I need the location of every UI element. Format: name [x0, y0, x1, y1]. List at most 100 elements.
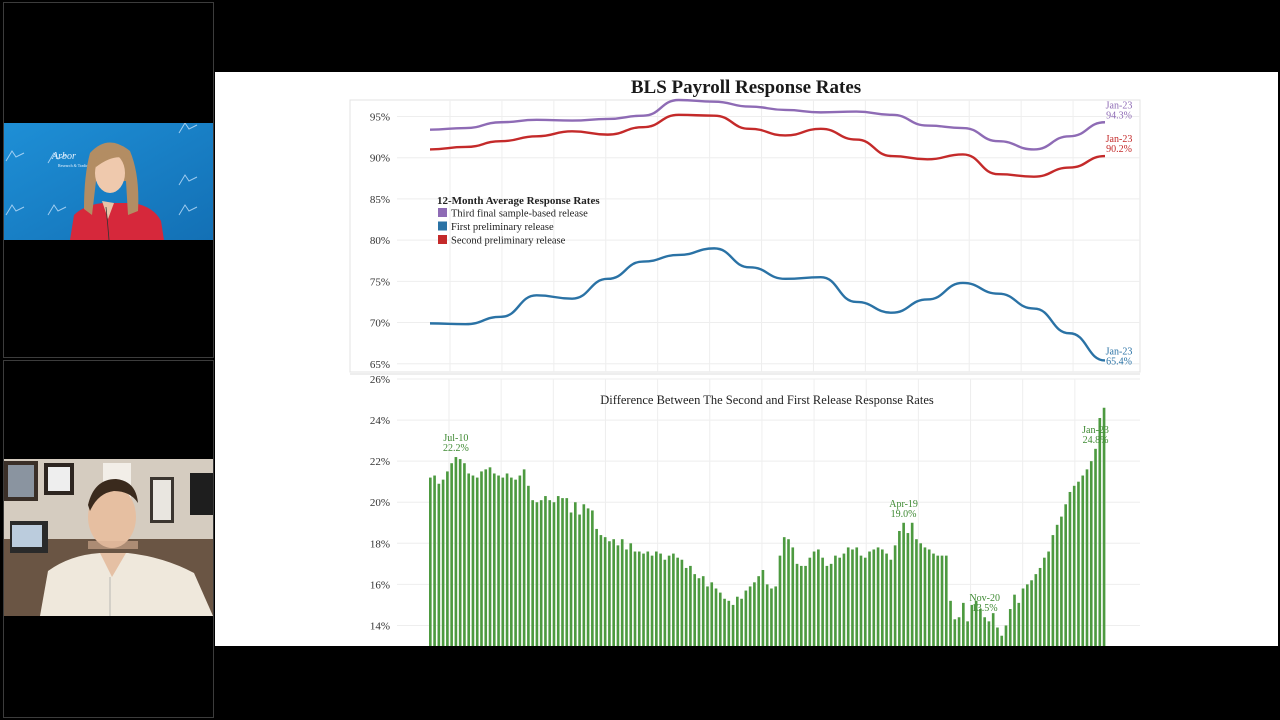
legend-entry: First preliminary release [451, 222, 554, 233]
participant-tile-1[interactable]: Arbor Research & Trading, LLC [3, 2, 214, 358]
bar-y-tick-label: 20% [370, 497, 390, 509]
bar [561, 498, 564, 646]
bar [863, 557, 867, 646]
bar [697, 578, 701, 646]
bar [893, 545, 897, 646]
bar [514, 479, 517, 646]
bar [484, 469, 488, 646]
bar [539, 500, 543, 646]
bar [932, 553, 935, 646]
bar [731, 604, 735, 646]
bar [501, 477, 505, 646]
bar [458, 459, 462, 646]
bar [872, 549, 876, 646]
line-y-tick-label: 80% [370, 235, 390, 247]
bar [693, 574, 697, 646]
bar [1021, 588, 1025, 646]
participant-tile-2[interactable] [3, 360, 214, 718]
line-y-tick-label: 65% [370, 359, 390, 371]
bar [1077, 481, 1080, 646]
bar [782, 537, 786, 646]
series-line-1 [429, 113, 1106, 178]
bar [518, 475, 522, 646]
bar [684, 567, 688, 646]
bar [1017, 602, 1021, 646]
bar [765, 584, 769, 646]
bar [510, 477, 513, 646]
line-y-tick-label: 75% [370, 276, 390, 288]
bar [718, 592, 722, 646]
bar [1085, 469, 1089, 646]
shared-slide: BLS Payroll Response Rates 95% 90% 85% 80% 7… [215, 72, 1278, 646]
series-end-value-label: 94.3% [1106, 110, 1132, 121]
bar [672, 553, 675, 646]
bar [689, 565, 692, 646]
bar [1025, 584, 1029, 646]
line-y-tick-label: 85% [370, 194, 390, 206]
bar [616, 545, 620, 646]
bar [595, 528, 598, 646]
bar [629, 543, 633, 646]
bar [855, 547, 859, 646]
bar [991, 613, 995, 646]
bar [748, 586, 752, 646]
bar [910, 522, 914, 646]
bar [825, 565, 829, 646]
bar [1030, 580, 1033, 646]
bar [650, 555, 654, 646]
participant-video-2 [4, 459, 213, 616]
bar [996, 627, 999, 646]
bar [497, 475, 500, 646]
bar [919, 543, 923, 646]
bar [433, 475, 436, 646]
bar [1068, 491, 1072, 646]
participant-video-1: Arbor Research & Trading, LLC [4, 123, 213, 240]
bar [475, 477, 479, 646]
bar [1004, 625, 1008, 646]
bar [599, 535, 603, 646]
bar [578, 514, 581, 646]
bar-y-tick-label: 18% [370, 538, 390, 550]
bar [1060, 516, 1063, 646]
bar [642, 553, 645, 646]
bar [1081, 475, 1085, 646]
bar-annotation-label: Jan-23 [1082, 425, 1109, 436]
bar [799, 565, 803, 646]
bar [710, 582, 714, 646]
bar [927, 549, 931, 646]
bar [1094, 448, 1097, 646]
bar [714, 588, 718, 646]
bar [983, 617, 986, 646]
bar [608, 541, 611, 646]
bar [1064, 504, 1067, 646]
bar [429, 477, 432, 646]
bar-y-tick-label: 14% [370, 620, 390, 632]
bar [552, 502, 556, 646]
bar [940, 555, 944, 646]
bar [463, 463, 466, 646]
bar [817, 549, 820, 646]
bar [740, 598, 743, 646]
bar [966, 621, 969, 646]
bar-y-tick-label: 22% [370, 456, 390, 468]
bar [744, 590, 748, 646]
bar [868, 551, 871, 646]
bar [1098, 418, 1102, 646]
line-chart: 95%90%85%80%75%70%65%Jan-2394.3%Jan-2390… [349, 98, 1141, 373]
bar [778, 555, 782, 646]
bar [437, 483, 441, 646]
bar [885, 553, 888, 646]
bar [859, 555, 863, 646]
bar [1102, 407, 1106, 646]
bar [1089, 461, 1093, 646]
series-end-value-label: 65.4% [1106, 356, 1132, 367]
bar [962, 602, 965, 646]
participant-2-figure [40, 479, 213, 616]
bar [906, 533, 910, 646]
bar [787, 539, 790, 646]
bar-y-tick-label: 16% [370, 579, 390, 591]
bar [701, 576, 705, 646]
bar [548, 500, 552, 646]
bar [633, 551, 637, 646]
bar-chart-title: Difference Between The Second and First … [600, 393, 934, 407]
